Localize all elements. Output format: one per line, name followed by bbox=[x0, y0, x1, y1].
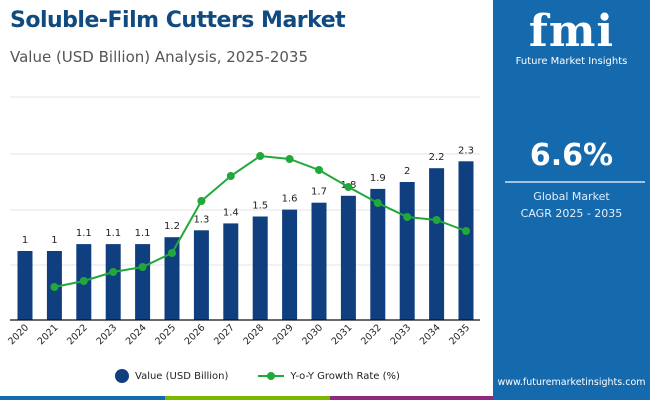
x-tick-label: 2026 bbox=[183, 322, 208, 347]
x-tick-label: 2027 bbox=[212, 322, 237, 347]
page-subtitle: Value (USD Billion) Analysis, 2025-2035 bbox=[10, 48, 308, 66]
divider bbox=[505, 181, 645, 183]
bar bbox=[399, 182, 415, 320]
cagr-label-line1: Global Market bbox=[533, 190, 610, 203]
x-tick-label: 2029 bbox=[271, 322, 296, 347]
growth-point bbox=[344, 183, 353, 191]
logo-mark: fmi bbox=[528, 6, 615, 57]
bar bbox=[340, 195, 356, 320]
growth-point bbox=[226, 172, 235, 180]
growth-point bbox=[315, 166, 323, 174]
x-tick-label: 2031 bbox=[330, 322, 355, 347]
x-tick-label: 2035 bbox=[447, 322, 472, 347]
x-tick-label: 2022 bbox=[65, 322, 90, 347]
footer-strip-blue bbox=[0, 396, 165, 400]
bar-value-label: 1.7 bbox=[311, 187, 327, 198]
footer-strip-green bbox=[165, 396, 330, 400]
legend-bar-swatch bbox=[115, 369, 129, 383]
x-tick-label: 2020 bbox=[6, 322, 31, 347]
x-tick-label: 2021 bbox=[36, 322, 61, 347]
cagr-value: 6.6% bbox=[529, 138, 614, 173]
growth-point bbox=[197, 197, 206, 205]
legend-line-swatch bbox=[258, 372, 285, 380]
x-tick-label: 2032 bbox=[359, 322, 384, 347]
bar bbox=[193, 230, 209, 320]
legend-item-growth: Y-o-Y Growth Rate (%) bbox=[258, 371, 400, 382]
bar bbox=[282, 209, 298, 320]
growth-point bbox=[138, 263, 147, 271]
growth-point bbox=[109, 268, 118, 276]
bar bbox=[135, 244, 151, 320]
bar-value-label: 2.3 bbox=[458, 145, 474, 156]
x-tick-label: 2030 bbox=[300, 322, 325, 347]
bar-value-label: 1.3 bbox=[193, 214, 209, 225]
growth-point bbox=[256, 152, 265, 160]
bar-value-label: 1.6 bbox=[282, 194, 298, 205]
growth-point bbox=[50, 283, 59, 291]
website-url[interactable]: www.futuremarketinsights.com bbox=[497, 377, 646, 388]
cagr-label-line2: CAGR 2025 - 2035 bbox=[520, 207, 623, 220]
legend: Value (USD Billion) Y-o-Y Growth Rate (%… bbox=[115, 369, 400, 383]
bar-value-label: 2 bbox=[404, 166, 410, 177]
bar-value-label: 1.2 bbox=[164, 221, 180, 232]
bar-value-label: 1.5 bbox=[252, 201, 268, 212]
bar bbox=[458, 161, 474, 320]
growth-point bbox=[168, 249, 176, 257]
growth-point bbox=[432, 216, 441, 224]
growth-point bbox=[462, 227, 470, 235]
growth-point bbox=[403, 213, 412, 221]
bar bbox=[164, 237, 180, 320]
bar bbox=[252, 216, 268, 320]
bar-value-label: 2.2 bbox=[429, 152, 445, 163]
page-title: Soluble-Film Cutters Market bbox=[10, 8, 346, 33]
legend-label-value: Value (USD Billion) bbox=[135, 370, 229, 382]
bar-value-label: 1.1 bbox=[105, 228, 121, 239]
bar-value-label: 1 bbox=[22, 235, 28, 246]
growth-point bbox=[79, 277, 88, 285]
bar bbox=[311, 202, 327, 320]
growth-point bbox=[373, 199, 382, 207]
fmi-logo: fmi Future Market Insights bbox=[493, 6, 650, 68]
x-tick-label: 2023 bbox=[94, 322, 119, 347]
bar bbox=[429, 168, 445, 320]
x-tick-label: 2024 bbox=[124, 322, 149, 347]
growth-point bbox=[285, 155, 294, 163]
bar-value-label: 1.1 bbox=[76, 228, 92, 239]
x-tick-label: 2028 bbox=[241, 322, 266, 347]
bar-value-label: 1.1 bbox=[135, 228, 151, 239]
x-tick-label: 2033 bbox=[388, 322, 413, 347]
logo-text: Future Market Insights bbox=[515, 56, 628, 67]
cagr-label: Global Market CAGR 2025 - 2035 bbox=[493, 188, 650, 222]
chart: 1 2020 1 2021 1.1 2022 1.1 2023 1.1 2024 1.2 2025 1.… bbox=[6, 96, 480, 347]
legend-item-value: Value (USD Billion) bbox=[115, 369, 228, 383]
bar bbox=[17, 251, 33, 320]
sidebar-panel: fmi Future Market Insights 6.6% Global M… bbox=[493, 0, 650, 400]
bar-value-label: 1.4 bbox=[223, 207, 239, 218]
footer-strip-purple bbox=[330, 396, 493, 400]
bar bbox=[370, 188, 386, 320]
x-tick-label: 2034 bbox=[418, 322, 443, 347]
bar-value-label: 1.9 bbox=[370, 173, 386, 184]
legend-label-growth: Y-o-Y Growth Rate (%) bbox=[290, 370, 400, 382]
bar-value-label: 1 bbox=[51, 235, 57, 246]
bar bbox=[105, 244, 121, 320]
bar bbox=[223, 223, 239, 320]
x-tick-label: 2025 bbox=[153, 322, 178, 347]
